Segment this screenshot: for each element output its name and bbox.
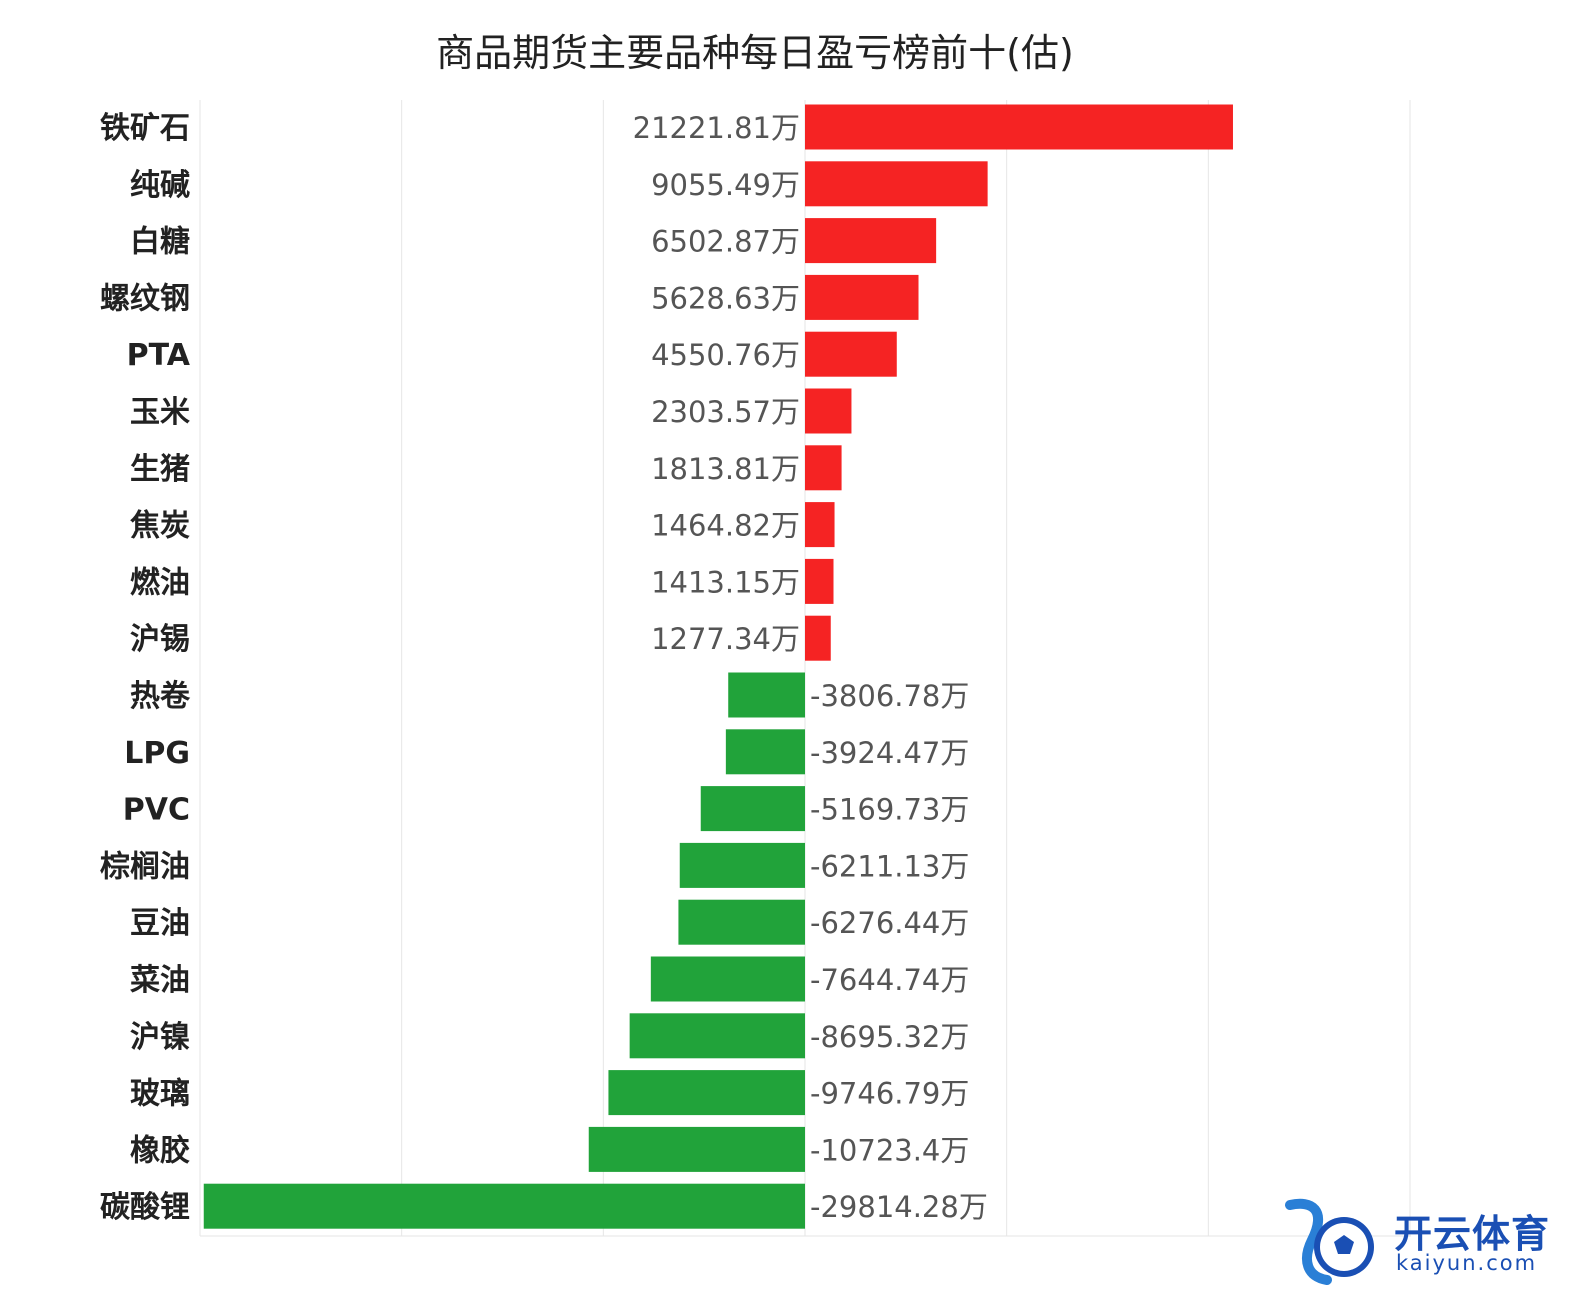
- data-label: -8695.32万: [810, 1020, 969, 1054]
- data-label: -7644.74万: [810, 963, 969, 997]
- bar: [805, 104, 1233, 150]
- data-label: -3806.78万: [810, 679, 969, 713]
- category-label: 焦炭: [130, 509, 190, 544]
- category-label: 玻璃: [130, 1077, 190, 1112]
- bar: [203, 1183, 805, 1229]
- data-label: 1464.82万: [651, 509, 800, 543]
- category-label: 纯碱: [130, 168, 190, 203]
- bar: [805, 218, 937, 264]
- bar: [805, 502, 835, 548]
- category-label: PVC: [123, 793, 190, 828]
- data-label: 6502.87万: [651, 225, 800, 259]
- bar: [608, 1070, 805, 1116]
- bar: [588, 1126, 805, 1172]
- bar: [805, 274, 919, 320]
- category-label: 玉米: [130, 395, 190, 430]
- data-label: -10723.4万: [810, 1133, 969, 1167]
- chart-title: 商品期货主要品种每日盈亏榜前十(估): [436, 31, 1074, 75]
- bar: [805, 558, 834, 604]
- bar: [805, 615, 831, 661]
- watermark-brand: 开云体育: [1394, 1212, 1551, 1256]
- watermark-logo: 开云体育 kaiyun.com: [1282, 1195, 1567, 1285]
- category-label: 铁矿石: [100, 111, 190, 146]
- data-label: -9746.79万: [810, 1077, 969, 1111]
- bar: [805, 445, 842, 491]
- data-label: 5628.63万: [651, 281, 800, 315]
- category-label: 棕榈油: [100, 849, 190, 884]
- grid-layer: [199, 100, 1411, 1237]
- bar: [679, 842, 805, 888]
- data-label: 2303.57万: [651, 395, 800, 429]
- data-label: 1413.15万: [651, 565, 800, 599]
- category-label: LPG: [124, 736, 190, 771]
- data-label: -6276.44万: [810, 906, 969, 940]
- category-label: 橡胶: [130, 1133, 190, 1168]
- bar: [805, 161, 988, 207]
- data-label: -5169.73万: [810, 793, 969, 827]
- data-label: 1813.81万: [651, 452, 800, 486]
- bar: [678, 899, 805, 945]
- data-label: -6211.13万: [810, 849, 969, 883]
- data-label: 9055.49万: [651, 168, 800, 202]
- bar: [700, 786, 805, 832]
- bar: [805, 331, 897, 377]
- category-label: 沪锡: [130, 622, 190, 657]
- bar: [650, 956, 805, 1002]
- bar: [629, 1013, 805, 1059]
- category-label: 生猪: [130, 452, 190, 487]
- category-label: 豆油: [130, 906, 190, 941]
- bar: [728, 672, 805, 718]
- category-label: 白糖: [130, 225, 190, 260]
- data-label: 21221.81万: [633, 111, 800, 145]
- category-label: 螺纹钢: [100, 281, 190, 316]
- bar: [725, 729, 805, 775]
- watermark-domain: kaiyun.com: [1396, 1251, 1538, 1275]
- data-label: 4550.76万: [651, 338, 800, 372]
- category-label: 沪镍: [130, 1020, 190, 1055]
- category-label: 热卷: [130, 679, 191, 714]
- data-label: -3924.47万: [810, 736, 969, 770]
- data-label: -29814.28万: [810, 1190, 988, 1224]
- category-label: 碳酸锂: [100, 1190, 190, 1225]
- soccer-ball-icon: [1285, 1198, 1374, 1285]
- category-label: PTA: [127, 338, 191, 373]
- category-label: 燃油: [130, 565, 190, 600]
- data-label: 1277.34万: [651, 622, 800, 656]
- bar: [805, 388, 852, 434]
- bar-layer: [203, 104, 1233, 1229]
- category-label: 菜油: [130, 963, 190, 998]
